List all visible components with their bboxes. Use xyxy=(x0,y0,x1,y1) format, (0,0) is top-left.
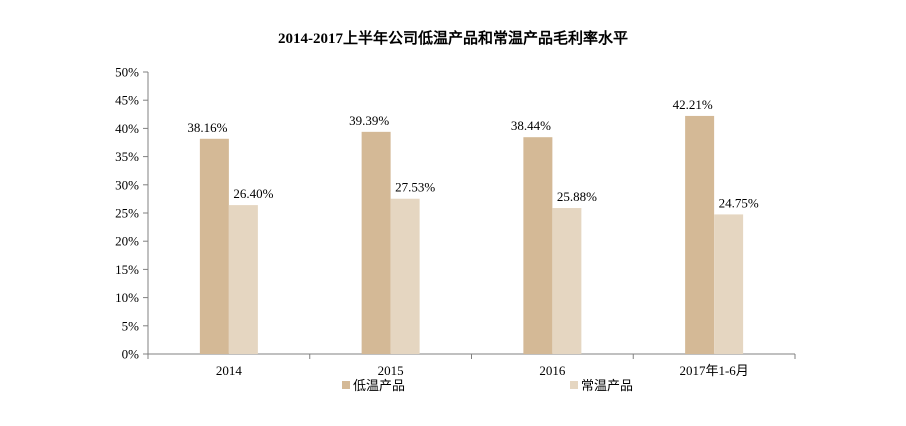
bar-low-temp xyxy=(685,115,715,354)
bar-low-temp xyxy=(361,131,391,354)
data-label: 24.75% xyxy=(719,195,759,210)
legend-label: 常温产品 xyxy=(581,378,633,393)
y-tick-label: 30% xyxy=(115,177,139,192)
legend-swatch xyxy=(570,381,578,389)
bar-low-temp xyxy=(523,137,553,354)
bar-low-temp xyxy=(199,138,229,354)
bar-ambient xyxy=(390,198,420,354)
bar-ambient xyxy=(714,214,744,354)
y-tick-label: 50% xyxy=(115,65,139,80)
legend: 低温产品 常温产品 xyxy=(342,378,633,393)
bar-ambient xyxy=(228,205,258,354)
data-label: 25.88% xyxy=(557,189,597,204)
x-tick-label: 2017年1-6月 xyxy=(679,363,748,378)
legend-label: 低温产品 xyxy=(353,378,405,393)
data-labels: 38.16% 39.39% 38.44% 42.21% 26.40% 27.53% 25.8… xyxy=(187,97,759,210)
data-label: 39.39% xyxy=(349,113,389,128)
data-label: 27.53% xyxy=(395,180,435,195)
y-tick-label: 40% xyxy=(115,121,139,136)
bars xyxy=(199,115,744,354)
bar-ambient xyxy=(552,208,582,354)
data-label: 38.16% xyxy=(187,120,227,135)
legend-swatch xyxy=(342,381,350,389)
y-tick-label: 20% xyxy=(115,234,139,249)
y-tick-label: 0% xyxy=(122,347,140,362)
y-tick-label: 35% xyxy=(115,149,139,164)
data-label: 26.40% xyxy=(233,186,273,201)
data-label: 42.21% xyxy=(673,97,713,112)
y-tick-label: 15% xyxy=(115,262,139,277)
x-tick-label: 2016 xyxy=(539,363,566,378)
x-tick-label: 2014 xyxy=(216,363,243,378)
chart-title: 2014-2017上半年公司低温产品和常温产品毛利率水平 xyxy=(278,29,628,47)
y-tick-label: 10% xyxy=(115,290,139,305)
data-label: 38.44% xyxy=(511,118,551,133)
x-tick-label: 2015 xyxy=(378,363,404,378)
y-tick-label: 45% xyxy=(115,93,139,108)
axes: 0% 5% 10% 15% 20% 25% 30% 35% 40% 45% 50% 2014 2015 2… xyxy=(115,65,796,378)
y-tick-label: 5% xyxy=(122,318,140,333)
y-tick-label: 25% xyxy=(115,206,139,221)
